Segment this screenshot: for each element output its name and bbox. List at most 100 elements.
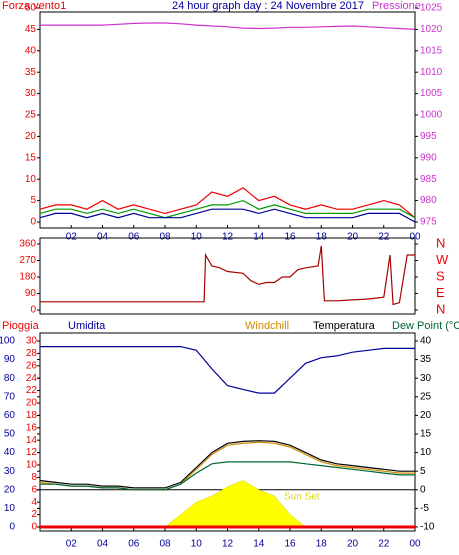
- y-tick-label: 25: [25, 110, 37, 121]
- y3-tick-label: 2: [31, 509, 37, 520]
- y2-tick-label: 1000: [420, 110, 443, 121]
- x-tick-label: 02: [66, 232, 78, 243]
- y2-tick-label: 30: [420, 373, 432, 384]
- series-line: [39, 187, 416, 219]
- y2-tick-label: 1005: [420, 88, 443, 99]
- y-tick-label: 20: [4, 484, 16, 495]
- y2-tick-label: E: [436, 285, 445, 300]
- y2-tick-label: 1010: [420, 67, 443, 78]
- y-tick-label: 20: [25, 131, 37, 142]
- y3-tick-label: 4: [31, 497, 37, 508]
- y2-tick-label: 1020: [420, 24, 443, 35]
- y-tick-label: 50: [25, 3, 37, 14]
- y2-tick-label: 995: [420, 131, 437, 142]
- y-tick-label: 45: [25, 24, 37, 35]
- annotation: Sun Set: [284, 492, 320, 503]
- y-tick-label: 50: [4, 429, 16, 440]
- series-line: [40, 245, 415, 306]
- y3-tick-label: 16: [26, 422, 38, 433]
- series-line: [40, 22, 416, 30]
- x-tick-label: 14: [253, 232, 265, 243]
- y3-tick-label: 24: [26, 373, 38, 384]
- y3-tick-label: 10: [26, 460, 38, 471]
- y2-tick-label: 20: [420, 410, 432, 421]
- x-tick-label: 06: [128, 539, 140, 550]
- y-tick-label: 30: [25, 88, 37, 99]
- x-tick-label: 10: [191, 539, 203, 550]
- y2-tick-label: 1015: [420, 45, 443, 56]
- y2-tick-label: S: [436, 268, 445, 283]
- legend-entry: Pioggia: [2, 320, 40, 332]
- x-tick-label: 06: [128, 232, 140, 243]
- y-tick-label: 10: [4, 503, 16, 514]
- y-tick-label: 60: [4, 410, 16, 421]
- x-tick-label: 10: [191, 232, 203, 243]
- legend-entry: Umidita: [68, 320, 106, 332]
- y3-tick-label: 30: [26, 336, 38, 347]
- y-tick-label: 360: [19, 239, 36, 250]
- series-line: [39, 208, 416, 223]
- y-tick-label: 30: [4, 466, 16, 477]
- x-tick-label: 04: [97, 539, 109, 550]
- x-tick-label: 20: [347, 232, 359, 243]
- x-tick-label: 16: [284, 539, 296, 550]
- x-tick-label: 00: [409, 232, 421, 243]
- legend-entry: Dew Point (°C: [392, 320, 459, 332]
- y-tick-label: 5: [30, 195, 36, 206]
- x-tick-label: 12: [222, 539, 234, 550]
- y2-tick-label: 15: [420, 429, 432, 440]
- y2-tick-label: -10: [420, 522, 435, 533]
- y3-tick-label: 6: [31, 484, 37, 495]
- y3-tick-label: 22: [26, 385, 38, 396]
- x-tick-label: 18: [316, 539, 328, 550]
- series-line: [40, 346, 415, 394]
- x-tick-label: 02: [66, 539, 78, 550]
- y-tick-label: 10: [25, 174, 37, 185]
- y-tick-label: 70: [4, 391, 16, 402]
- y2-tick-label: 990: [420, 152, 437, 163]
- y-tick-label: 90: [25, 288, 37, 299]
- y-tick-label: 100: [0, 336, 15, 347]
- x-tick-label: 12: [222, 232, 234, 243]
- y2-tick-label: N: [436, 235, 445, 250]
- series-line: [40, 461, 415, 491]
- y2-tick-label: -5: [420, 503, 429, 514]
- y3-tick-label: 8: [31, 472, 37, 483]
- x-tick-label: 00: [409, 539, 421, 550]
- y2-tick-label: 1025: [420, 3, 443, 14]
- y2-tick-label: 980: [420, 195, 437, 206]
- x-tick-label: 22: [378, 539, 390, 550]
- y2-tick-label: 25: [420, 391, 432, 402]
- y2-tick-label: 10: [420, 447, 432, 458]
- x-tick-label: 16: [284, 232, 296, 243]
- y2-tick-label: 40: [420, 336, 432, 347]
- plot-frame: [39, 237, 416, 315]
- y-tick-label: 40: [25, 45, 37, 56]
- x-tick-label: 20: [347, 539, 359, 550]
- x-tick-label: 08: [159, 232, 171, 243]
- y-tick-label: 270: [19, 255, 36, 266]
- y2-tick-label: W: [436, 252, 449, 267]
- y-tick-label: 80: [4, 373, 16, 384]
- y3-tick-label: 20: [26, 398, 38, 409]
- y-tick-label: 35: [25, 67, 37, 78]
- y-tick-label: 15: [25, 152, 37, 163]
- y-tick-label: 0: [9, 522, 15, 533]
- y-axis-label: Forza vento1: [2, 0, 66, 12]
- x-tick-label: 22: [378, 232, 390, 243]
- series-line: [39, 440, 415, 489]
- y2-tick-label: 35: [420, 354, 432, 365]
- x-tick-label: 14: [253, 539, 265, 550]
- y3-tick-label: 28: [26, 348, 38, 359]
- x-tick-label: 08: [159, 539, 171, 550]
- y3-tick-label: 12: [26, 447, 38, 458]
- y2-axis-label: Pressione: [372, 0, 421, 12]
- y2-tick-label: N: [436, 301, 445, 316]
- chart-title: 24 hour graph day : 24 Novembre 2017: [172, 0, 364, 12]
- y2-tick-label: 985: [420, 174, 437, 185]
- y3-tick-label: 18: [26, 410, 38, 421]
- series-line: [39, 199, 416, 219]
- y-tick-label: 180: [19, 272, 36, 283]
- y2-tick-label: 0: [420, 484, 426, 495]
